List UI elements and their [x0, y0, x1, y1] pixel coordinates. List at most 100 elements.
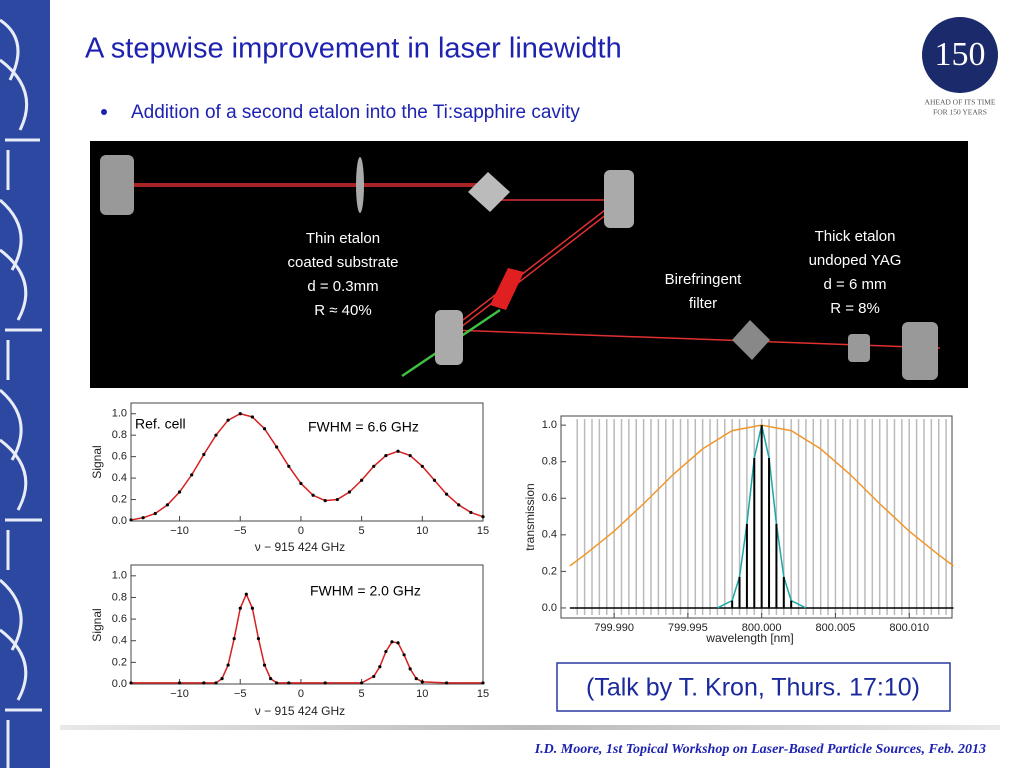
y-tick-label: 1.0 [542, 419, 557, 431]
data-point [262, 427, 267, 431]
y-tick-label: 0.2 [112, 656, 127, 668]
diagram-labels: Thin etalon coated substrate d = 0.3mm R ≈ … [288, 228, 902, 319]
diagram-label: filter [689, 295, 717, 312]
x-tick-label: −5 [234, 525, 247, 537]
logo-number: 150 [935, 36, 986, 73]
data-point [481, 681, 485, 685]
data-point [378, 665, 382, 669]
diagram-label: d = 0.3mm [307, 278, 378, 295]
data-point [408, 453, 412, 458]
x-tick-label: −10 [170, 525, 189, 537]
data-point [129, 681, 133, 685]
x-tick-label: −10 [170, 688, 189, 700]
x-tick-label: 799.995 [668, 622, 708, 634]
diagram-label: coated substrate [288, 254, 399, 271]
chart: −10 −5 0 5 10 15 0.0 0.2 0.4 0.6 0.8 1.0 FWHM = 2.0 … [90, 564, 489, 718]
data-point [481, 515, 485, 519]
diagram-label: Thin etalon [306, 230, 380, 247]
plot-frame [130, 402, 484, 522]
chart: −10 −5 0 5 10 15 0.0 0.2 0.4 0.6 0.8 1.0 Ref. cell FW… [90, 402, 489, 554]
footer-text: I.D. Moore, 1st Topical Workshop on Lase… [534, 742, 986, 757]
y-tick-label: 0.2 [542, 565, 557, 577]
y-tick-label: 0.4 [112, 635, 127, 647]
y-tick-label: 1.0 [112, 408, 127, 420]
data-point [256, 636, 261, 641]
y-tick-label: 0.8 [112, 429, 127, 441]
y-axis-label: Signal [90, 608, 104, 641]
annotation: FWHM = 2.0 GHz [310, 583, 421, 599]
data-point [250, 415, 254, 419]
data-point [268, 676, 273, 681]
talk-box [556, 662, 951, 712]
data-point [420, 464, 424, 468]
x-tick-label: 0 [298, 688, 304, 700]
data-point [323, 681, 327, 685]
series-line [130, 412, 484, 521]
data-point [232, 636, 236, 641]
x-tick-label: 799.990 [594, 622, 634, 634]
data-point [238, 412, 242, 416]
plot-frame [130, 564, 484, 685]
data-point [384, 453, 388, 458]
x-tick-label: 10 [416, 525, 428, 537]
data-point [347, 490, 352, 494]
logo-line: AHEAD OF ITS TIME [925, 98, 996, 107]
y-tick-label: 0.0 [542, 602, 557, 614]
y-tick-label: 0.2 [112, 493, 127, 505]
data-point [414, 676, 418, 681]
data-point [190, 473, 194, 477]
slide-title: A stepwise improvement in laser linewidt… [85, 33, 622, 65]
diagram-label: undoped YAG [809, 252, 902, 269]
data-point [390, 640, 394, 644]
data-point [177, 490, 182, 494]
data-point [360, 681, 364, 685]
x-tick-label: 800.005 [816, 622, 856, 634]
data-point [275, 445, 279, 449]
data-point [360, 478, 364, 482]
side-strip [0, 0, 50, 768]
diagram-label: Birefringent [665, 271, 743, 288]
x-axis-label: ν − 915 424 GHz [255, 704, 345, 718]
data-point [396, 449, 400, 453]
logo: 150 AHEAD OF ITS TIME FOR 150 YEARS [922, 17, 998, 117]
data-point [408, 667, 412, 671]
data-point [165, 503, 170, 507]
data-point [469, 510, 473, 515]
chart: 799.990 799.995 800.000 800.005 800.010 0.0 0.… [523, 415, 954, 645]
data-point [214, 681, 218, 685]
data-point [250, 606, 254, 610]
data-point [220, 676, 224, 681]
data-point [177, 681, 182, 685]
y-tick-label: 0.6 [542, 492, 557, 504]
y-tick-label: 0.0 [112, 678, 127, 690]
x-axis-label: ν − 915 424 GHz [255, 540, 345, 554]
y-tick-label: 1.0 [112, 570, 127, 582]
y-tick-label: 0.8 [112, 591, 127, 603]
data-point [396, 641, 400, 645]
bullet-text: Addition of a second etalon into the Ti:… [131, 102, 580, 123]
data-point [275, 681, 279, 685]
data-point [335, 497, 339, 502]
x-tick-label: 5 [359, 688, 365, 700]
data-point [287, 681, 291, 685]
data-point [226, 663, 230, 667]
data-point [372, 674, 376, 679]
diagram-label: R ≈ 40% [314, 302, 371, 319]
x-tick-label: 10 [416, 688, 428, 700]
data-point [432, 478, 437, 482]
footer-rule [60, 725, 1000, 730]
charts: −10 −5 0 5 10 15 0.0 0.2 0.4 0.6 0.8 1.0 Ref. cell FW… [90, 402, 954, 718]
data-point [384, 649, 388, 654]
y-axis-label: Signal [90, 445, 104, 478]
data-point [129, 518, 133, 522]
data-point [420, 680, 424, 684]
x-tick-label: 15 [477, 688, 489, 700]
data-point [323, 499, 327, 503]
data-point [444, 681, 449, 685]
diagram-label: R = 8% [830, 300, 880, 317]
diagram-label: d = 6 mm [824, 276, 887, 293]
data-point [238, 606, 242, 610]
x-axis-label: wavelength [nm] [705, 631, 793, 645]
y-tick-label: 0.4 [542, 529, 557, 541]
